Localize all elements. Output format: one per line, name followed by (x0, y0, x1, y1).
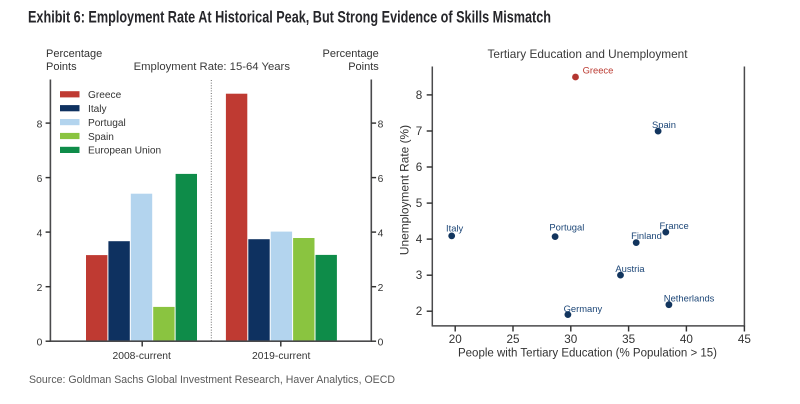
svg-text:European Union: European Union (88, 146, 161, 157)
svg-text:8: 8 (37, 119, 43, 130)
svg-text:0: 0 (37, 338, 43, 349)
svg-text:35: 35 (622, 333, 636, 346)
svg-text:0: 0 (378, 338, 384, 349)
svg-text:Exhibit 6: Employment Rate At: Exhibit 6: Employment Rate At Historical… (28, 8, 551, 27)
svg-text:Spain: Spain (88, 132, 114, 143)
svg-text:7: 7 (416, 125, 423, 138)
svg-text:4: 4 (416, 233, 423, 246)
svg-text:30: 30 (564, 333, 578, 346)
svg-text:Points: Points (46, 61, 77, 73)
svg-text:Greece: Greece (583, 65, 614, 76)
svg-text:4: 4 (37, 228, 43, 239)
svg-text:Percentage: Percentage (46, 48, 102, 60)
svg-text:20: 20 (449, 333, 463, 346)
svg-text:25: 25 (506, 333, 520, 346)
svg-text:4: 4 (378, 228, 384, 239)
svg-text:6: 6 (416, 161, 423, 174)
svg-text:6: 6 (378, 174, 384, 185)
svg-text:2008-current: 2008-current (113, 351, 172, 362)
svg-text:Percentage: Percentage (323, 48, 379, 60)
svg-text:Austria: Austria (615, 263, 645, 274)
svg-text:Unemployment Rate (%): Unemployment Rate (%) (397, 125, 411, 255)
svg-text:Employment Rate: 15-64 Years: Employment Rate: 15-64 Years (134, 61, 291, 73)
svg-text:2: 2 (378, 283, 384, 294)
svg-text:Tertiary Education and Unemplo: Tertiary Education and Unemployment (488, 47, 689, 61)
svg-text:8: 8 (378, 119, 384, 130)
svg-text:Portugal: Portugal (88, 118, 126, 129)
svg-text:40: 40 (680, 333, 694, 346)
svg-text:People with Tertiary Education: People with Tertiary Education (% Popula… (458, 348, 717, 360)
svg-text:5: 5 (416, 197, 423, 210)
svg-text:2: 2 (416, 305, 423, 318)
svg-text:Greece: Greece (88, 90, 122, 101)
svg-text:Netherlands: Netherlands (664, 292, 715, 303)
svg-text:Italy: Italy (446, 223, 464, 234)
svg-text:Italy: Italy (88, 104, 108, 115)
svg-text:Portugal: Portugal (549, 222, 584, 233)
svg-text:France: France (660, 220, 689, 231)
svg-text:2019-current: 2019-current (252, 351, 311, 362)
svg-text:2: 2 (37, 283, 43, 294)
svg-text:Points: Points (348, 61, 379, 73)
svg-text:Finland: Finland (631, 230, 662, 241)
svg-text:6: 6 (37, 174, 43, 185)
svg-text:8: 8 (416, 89, 423, 102)
svg-text:45: 45 (738, 333, 752, 346)
svg-text:Source: Goldman Sachs Global I: Source: Goldman Sachs Global Investment … (29, 374, 395, 386)
svg-text:Spain: Spain (652, 119, 676, 130)
svg-text:Germany: Germany (564, 303, 603, 314)
svg-text:3: 3 (416, 269, 423, 282)
